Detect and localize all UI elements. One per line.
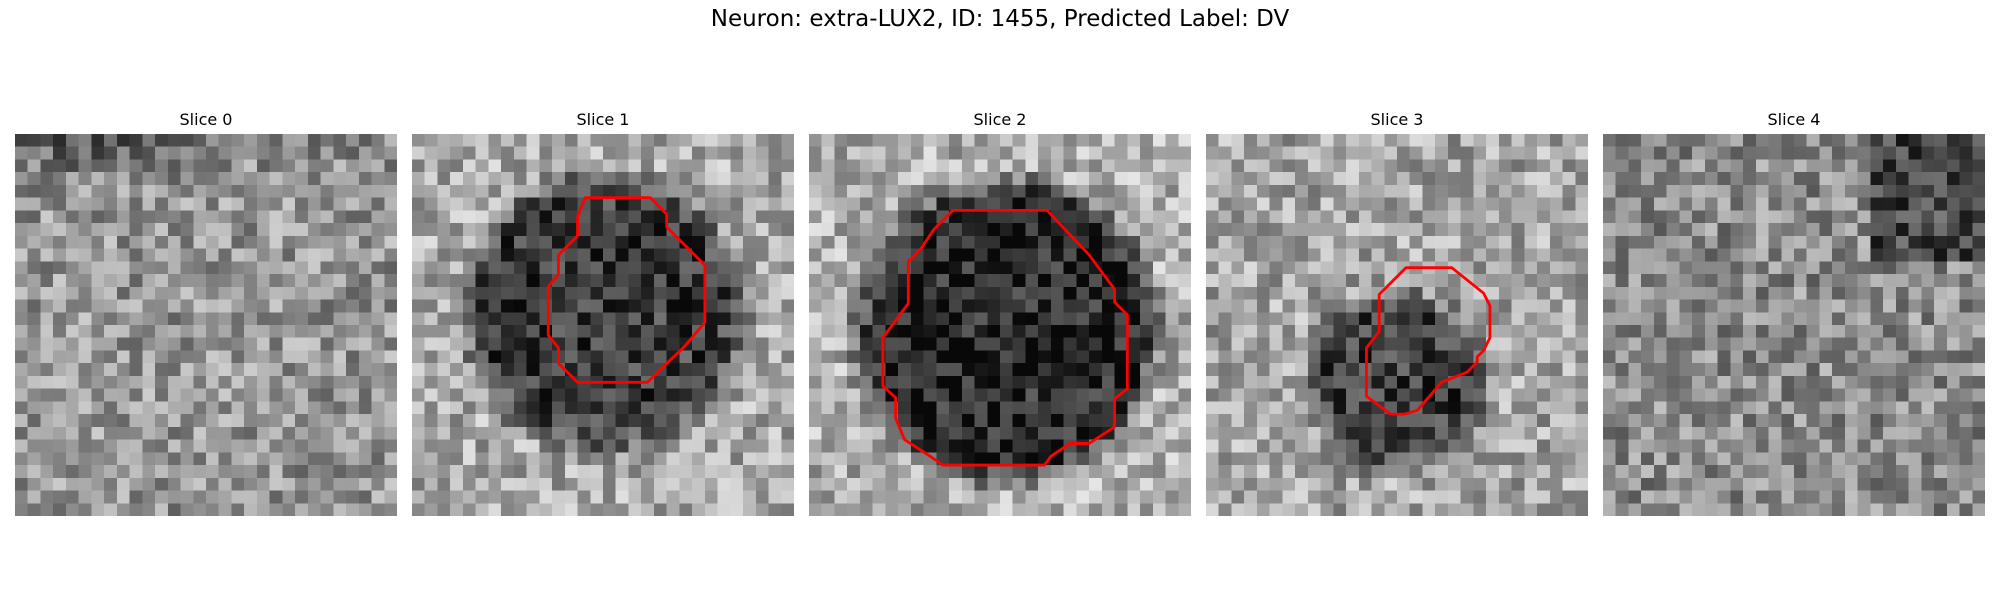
slice-image-1 [412,134,794,516]
figure-title: Neuron: extra-LUX2, ID: 1455, Predicted … [710,6,1290,32]
slice-image-0 [15,134,397,516]
slice-image-3 [1206,134,1588,516]
slice-image-2 [809,134,1191,516]
slice-title-3: Slice 3 [1370,110,1424,129]
slice-title-1: Slice 1 [576,110,630,129]
slice-title-2: Slice 2 [973,110,1027,129]
slice-title-4: Slice 4 [1767,110,1821,129]
segmentation-contour [546,196,707,384]
slice-image-4 [1603,134,1985,516]
segmentation-contour [881,208,1129,467]
segmentation-contour [1365,266,1492,416]
slice-title-0: Slice 0 [179,110,233,129]
